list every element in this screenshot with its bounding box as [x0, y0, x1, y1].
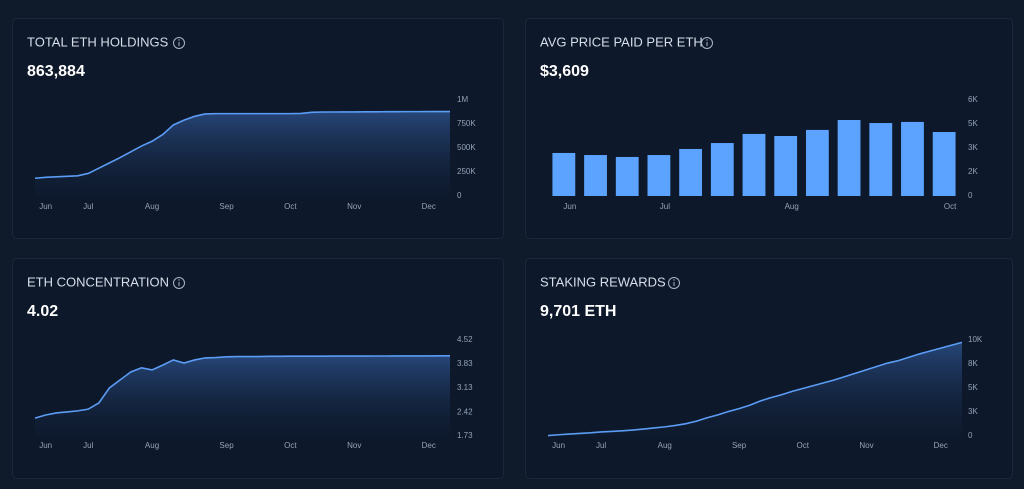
y-tick-label: 5K [968, 119, 978, 128]
area-fill [35, 111, 450, 196]
x-tick-label: Jun [39, 202, 52, 211]
line [34, 355, 450, 419]
bar [901, 121, 924, 196]
x-tick-label: Sep [732, 441, 747, 450]
bar [647, 155, 671, 196]
headline-value: 4.02 [27, 303, 58, 320]
card-title: AVG PRICE PAID PER ETH [540, 34, 703, 49]
y-tick-label: 4.52 [457, 335, 473, 344]
x-tick-label: Aug [145, 202, 159, 211]
line [547, 341, 963, 437]
bar [742, 133, 766, 196]
y-tick-label: 750K [457, 119, 476, 128]
x-tick-label: Nov [347, 441, 361, 450]
bar [805, 129, 829, 196]
x-tick-label: Jun [39, 441, 52, 450]
y-tick-label: 500K [457, 143, 476, 152]
y-tick-label: 10K [968, 335, 983, 344]
y-tick-label: 8K [968, 359, 978, 368]
x-tick-label: Sep [219, 441, 234, 450]
x-tick-label: Oct [797, 441, 810, 450]
y-tick-label: 0 [968, 431, 973, 440]
line [34, 110, 450, 180]
headline-value: 9,701 ETH [540, 303, 616, 320]
x-tick-label: Sep [219, 202, 234, 211]
y-tick-label: 250K [457, 167, 476, 176]
y-tick-label: 0 [457, 191, 462, 200]
y-tick-label: 1.73 [457, 431, 473, 440]
y-tick-label: 2.42 [457, 407, 473, 416]
info-icon[interactable] [701, 37, 713, 49]
x-tick-label: Oct [284, 202, 297, 211]
x-tick-label: Dec [422, 202, 436, 211]
x-tick-label: Dec [422, 441, 436, 450]
card-title: TOTAL ETH HOLDINGS [27, 34, 169, 49]
card [525, 18, 1013, 239]
bar [679, 148, 703, 196]
y-tick-label: 2K [968, 167, 978, 176]
info-icon[interactable] [173, 37, 185, 49]
y-tick-label: 3.13 [457, 383, 473, 392]
info-icon[interactable] [173, 277, 185, 289]
x-tick-label: Aug [658, 441, 672, 450]
y-tick-label: 3K [968, 143, 978, 152]
y-tick-label: 3.83 [457, 359, 473, 368]
bar [584, 155, 607, 196]
x-tick-label: Nov [347, 202, 361, 211]
bar [710, 143, 734, 196]
bar [552, 152, 576, 196]
x-tick-label: Jul [596, 441, 606, 450]
x-tick-label: Jul [83, 441, 93, 450]
bar [615, 156, 639, 196]
bar [774, 136, 798, 196]
y-tick-label: 0 [968, 191, 973, 200]
headline-value: 863,884 [27, 63, 85, 80]
x-tick-label: Jul [660, 202, 670, 211]
x-tick-label: Oct [284, 441, 297, 450]
x-tick-label: Jun [563, 202, 576, 211]
card-title: ETH CONCENTRATION [27, 274, 169, 289]
y-tick-label: 1M [457, 95, 468, 104]
headline-value: $3,609 [540, 63, 589, 80]
x-tick-label: Jun [552, 441, 565, 450]
x-tick-label: Oct [944, 202, 957, 211]
area-fill [35, 355, 450, 436]
bar [869, 123, 893, 196]
card-title: STAKING REWARDS [540, 274, 666, 289]
info-icon[interactable] [668, 277, 680, 289]
y-tick-label: 6K [968, 95, 978, 104]
x-tick-label: Dec [934, 441, 948, 450]
x-tick-label: Aug [145, 441, 159, 450]
x-tick-label: Jul [83, 202, 93, 211]
x-tick-label: Nov [859, 441, 873, 450]
area-fill [548, 342, 962, 436]
y-tick-label: 5K [968, 383, 978, 392]
y-tick-label: 3K [968, 407, 978, 416]
bar [837, 120, 861, 196]
bar [932, 132, 956, 196]
x-tick-label: Aug [785, 202, 799, 211]
